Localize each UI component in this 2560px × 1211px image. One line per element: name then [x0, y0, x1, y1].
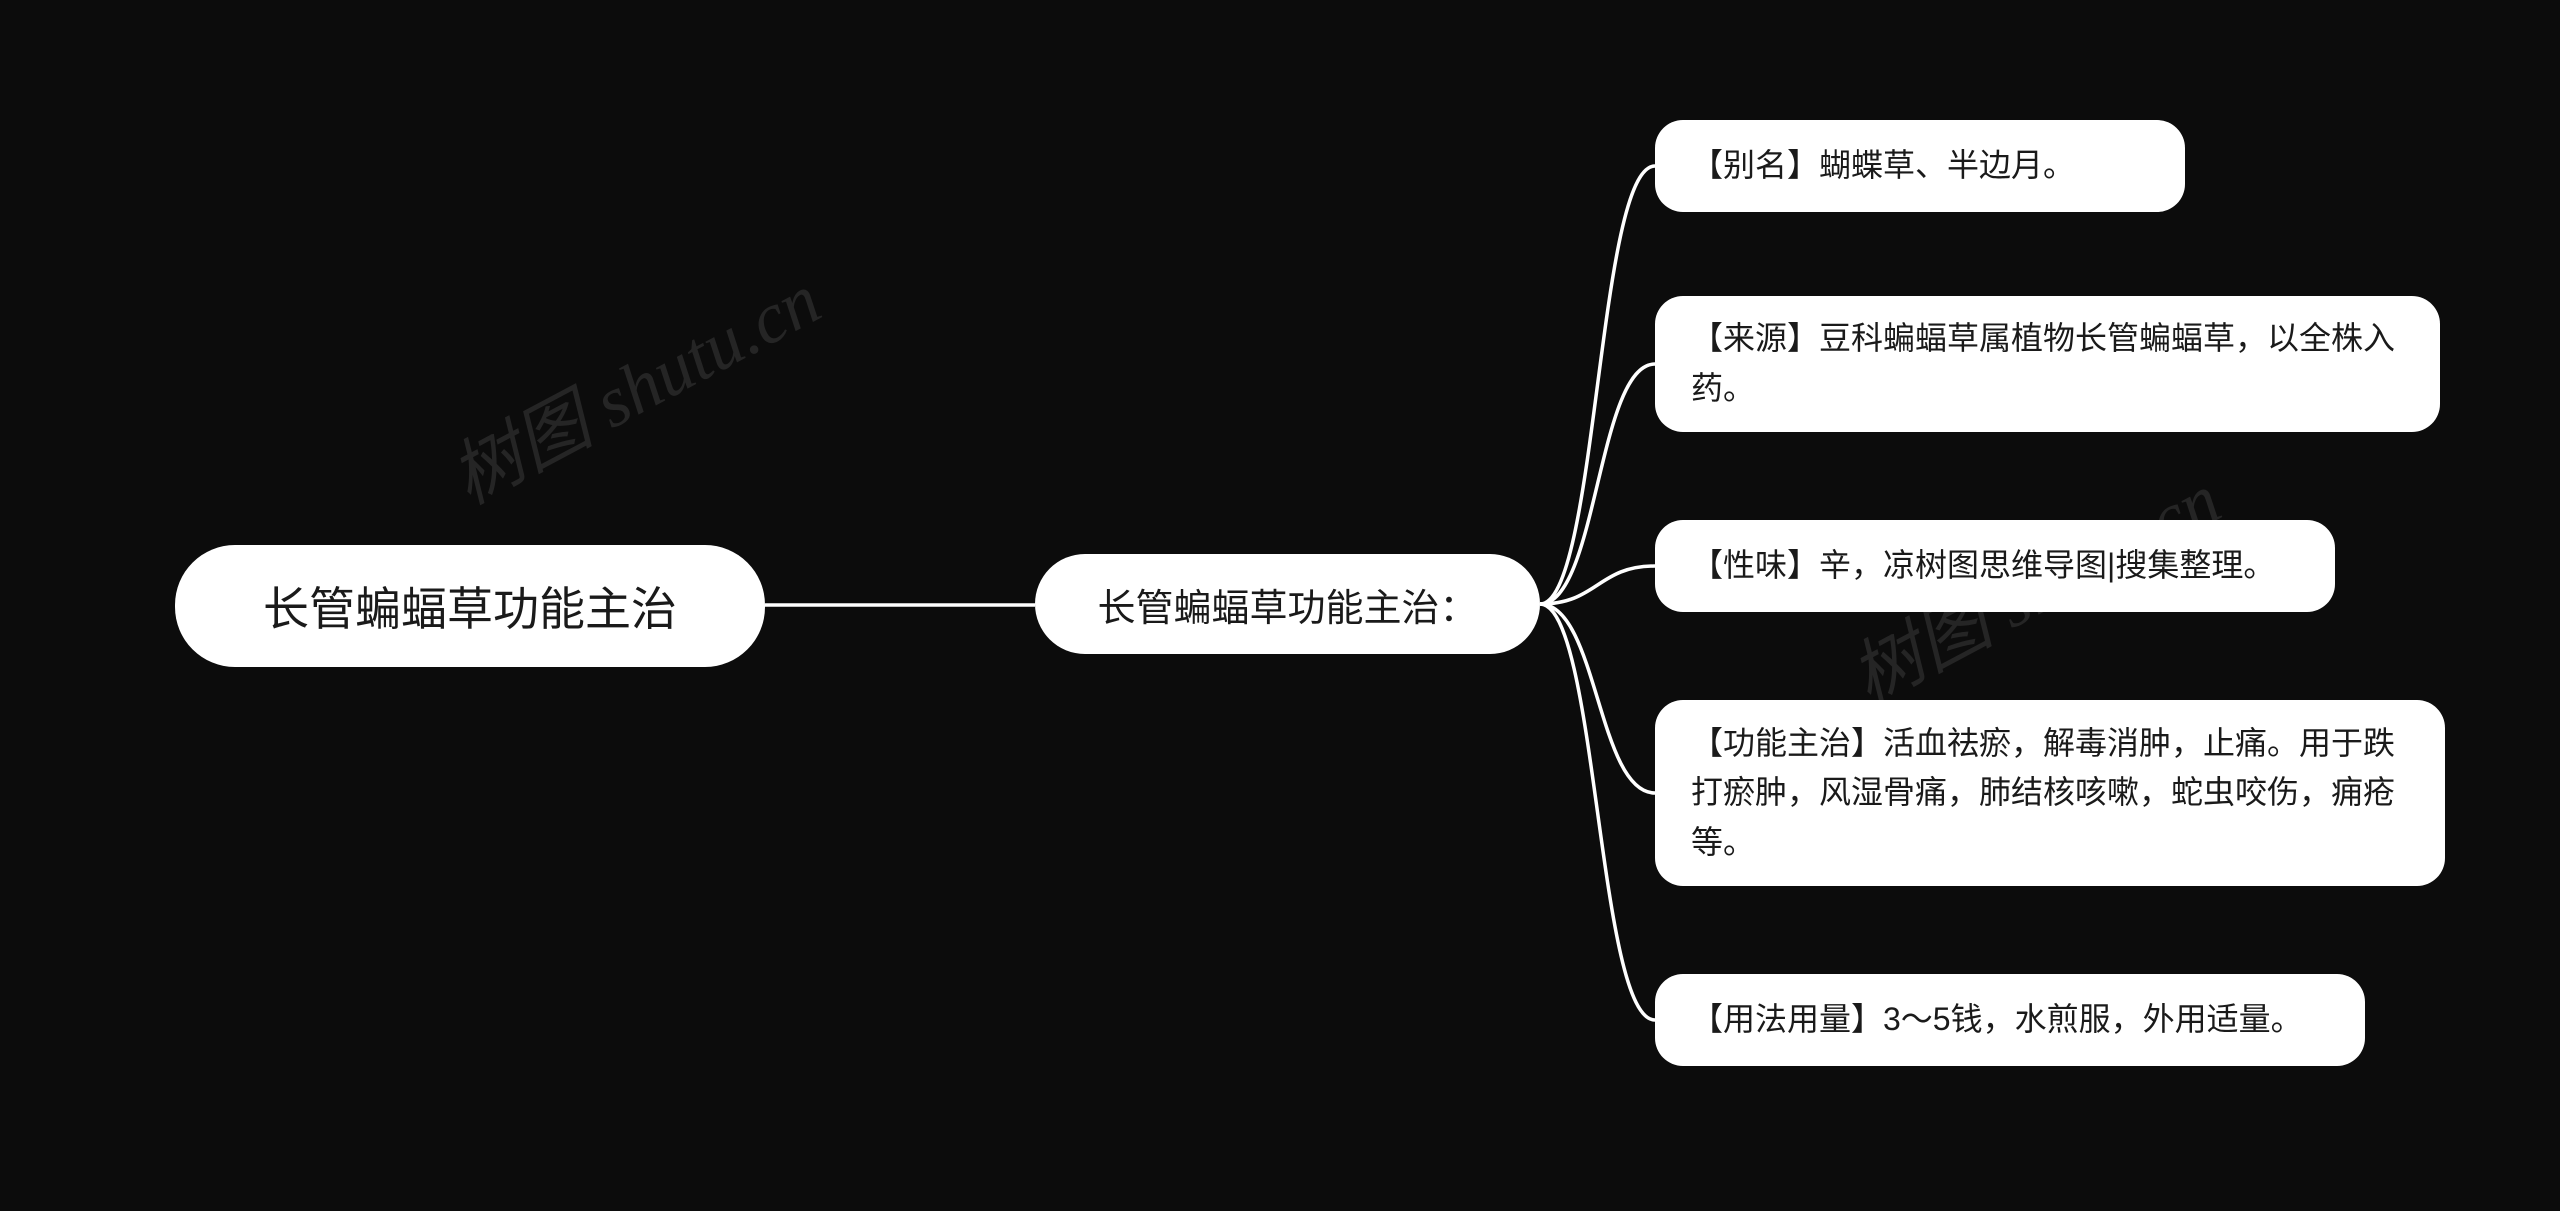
leaf-usage[interactable]: 【用法用量】3～5钱，水煎服，外用适量。 [1655, 974, 2365, 1066]
edge-sub-function [1540, 604, 1655, 793]
root-node[interactable]: 长管蝙蝠草功能主治 [175, 545, 765, 667]
leaf-usage-label: 【用法用量】3～5钱，水煎服，外用适量。 [1691, 995, 2303, 1045]
edge-sub-source [1540, 364, 1655, 604]
edge-sub-usage [1540, 604, 1655, 1020]
watermark-1: 树图 shutu.cn [429, 241, 835, 523]
root-label: 长管蝙蝠草功能主治 [263, 573, 677, 639]
mindmap-canvas: 树图 shutu.cn 树图 shutu.cn 长管蝙蝠草功能主治 长管蝙蝠草功… [0, 0, 2560, 1211]
leaf-alias-label: 【别名】蝴蝶草、半边月。 [1691, 141, 2075, 191]
sub-label: 长管蝙蝠草功能主治： [1097, 577, 1477, 632]
leaf-source-label: 【来源】豆科蝙蝠草属植物长管蝙蝠草，以全株入药。 [1691, 314, 2404, 413]
leaf-nature[interactable]: 【性味】辛，凉树图思维导图|搜集整理。 [1655, 520, 2335, 612]
leaf-source[interactable]: 【来源】豆科蝙蝠草属植物长管蝙蝠草，以全株入药。 [1655, 296, 2440, 432]
leaf-nature-label: 【性味】辛，凉树图思维导图|搜集整理。 [1691, 541, 2275, 591]
edge-sub-nature [1540, 566, 1655, 604]
leaf-function[interactable]: 【功能主治】活血祛瘀，解毒消肿，止痛。用于跌打瘀肿，风湿骨痛，肺结核咳嗽，蛇虫咬… [1655, 700, 2445, 886]
sub-node[interactable]: 长管蝙蝠草功能主治： [1035, 554, 1540, 654]
edge-sub-alias [1540, 166, 1655, 604]
leaf-function-label: 【功能主治】活血祛瘀，解毒消肿，止痛。用于跌打瘀肿，风湿骨痛，肺结核咳嗽，蛇虫咬… [1691, 719, 2409, 868]
leaf-alias[interactable]: 【别名】蝴蝶草、半边月。 [1655, 120, 2185, 212]
